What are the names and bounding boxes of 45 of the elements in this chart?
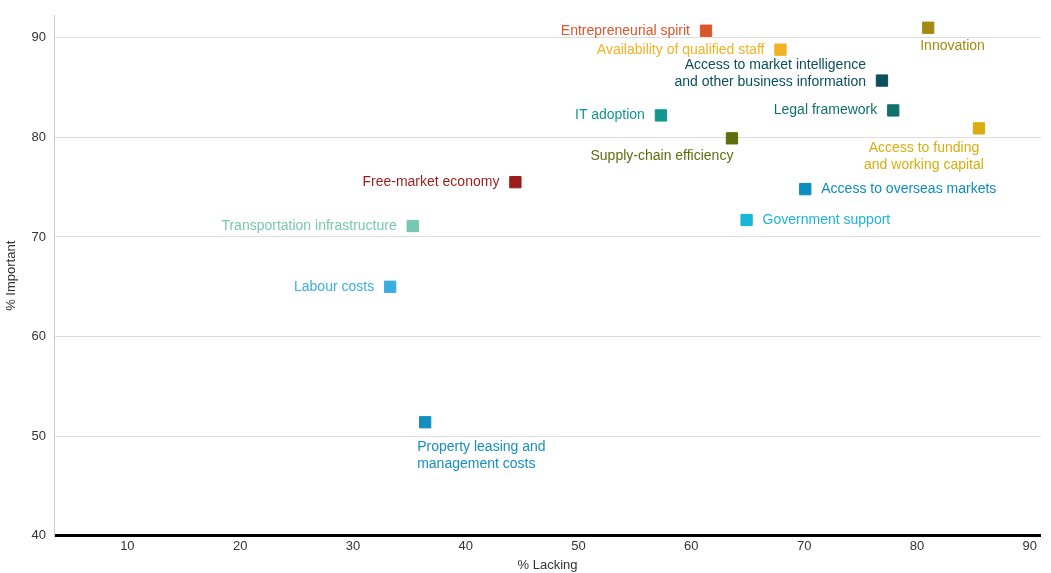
point [725,132,739,145]
x-tick-label: 30 [345,538,361,554]
point [418,416,432,429]
point [699,24,713,37]
series-label: Access to overseas markets [821,179,997,196]
point [509,176,522,189]
series-label: Entrepreneurial spirit [560,21,691,38]
y-tick-label: 60 [31,328,47,344]
y-tick-label: 80 [31,128,47,144]
series-label: Transportation infrastructure [221,216,397,233]
point [384,280,397,293]
point [799,182,812,196]
series-label: Supply-chain efficiency [590,147,734,164]
point [740,213,753,227]
x-tick-label: 50 [571,538,586,554]
x-axis-title: % Lacking [517,556,578,572]
series-label: Labour costs [294,277,375,294]
x-tick-label: 10 [120,538,135,554]
y-tick-label: 50 [31,427,47,443]
x-tick-label: 20 [232,538,248,554]
series-label: Availability of qualified staff [596,40,765,57]
point [887,104,900,117]
series-label: Innovation [920,36,985,53]
y-axis-title: % Important [3,240,19,311]
y-tick-label: 70 [31,228,47,244]
series-label: Access to funding and working capital [864,139,984,173]
x-tick-label: 80 [909,538,925,554]
x-tick-label: 90 [1022,538,1037,554]
point [972,122,986,135]
point [875,74,889,87]
series-label: Legal framework [773,101,879,118]
series-label: IT adoption [575,106,645,123]
series-label: Access to market intelligence and other business information [674,56,867,90]
y-tick-label: 90 [31,29,47,45]
point [922,21,935,34]
y-tick-label: 40 [31,527,47,543]
series-label: Free-market economy [362,173,500,190]
point [774,43,787,56]
point [654,109,668,122]
x-tick-label: 60 [684,538,699,554]
series-label: Property leasing and management costs [417,438,546,472]
point [406,219,419,233]
x-tick-label: 40 [458,538,473,554]
x-tick-label: 70 [796,538,812,554]
series-label: Government support [762,210,891,227]
